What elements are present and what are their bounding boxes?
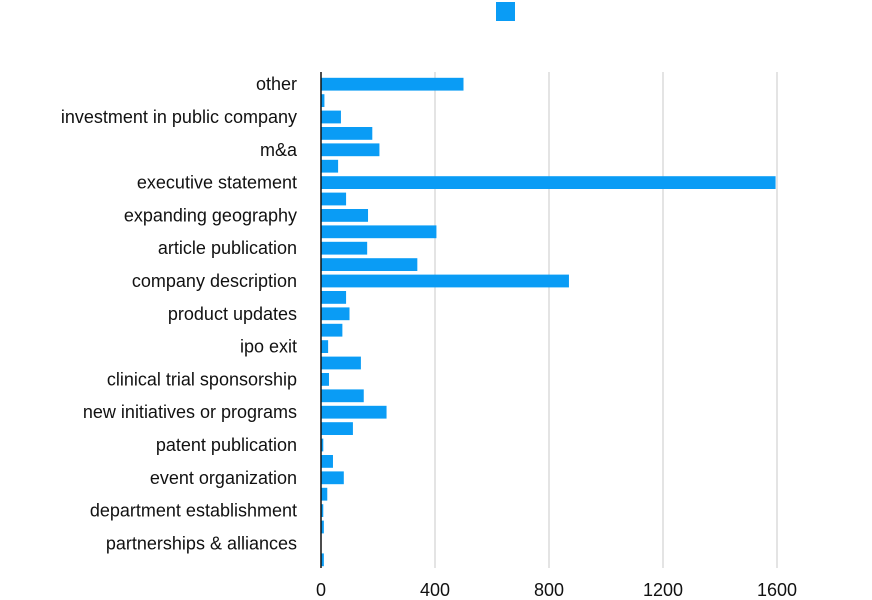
bar xyxy=(321,438,324,452)
category-label: executive statement xyxy=(137,173,297,193)
category-label: ipo exit xyxy=(240,337,297,357)
bar xyxy=(321,209,369,222)
bar xyxy=(321,373,329,386)
category-label: expanding geography xyxy=(124,205,297,225)
bar xyxy=(321,356,361,370)
x-tick-label: 400 xyxy=(420,580,450,600)
category-label: patent publication xyxy=(156,435,297,455)
bar xyxy=(321,291,347,304)
bar xyxy=(321,176,776,189)
bar xyxy=(321,127,373,140)
bar xyxy=(321,110,341,124)
category-label: clinical trial sponsorship xyxy=(107,369,297,389)
bar xyxy=(321,471,344,485)
bar xyxy=(321,258,418,271)
bar xyxy=(321,159,339,173)
category-label: event organization xyxy=(150,468,297,488)
bar xyxy=(321,405,387,419)
category-label: other xyxy=(256,74,297,94)
legend-swatch xyxy=(496,2,515,21)
bar xyxy=(321,504,324,517)
category-label: article publication xyxy=(158,238,297,258)
category-label: partnerships & alliances xyxy=(106,533,297,553)
category-label: m&a xyxy=(260,140,298,160)
category-label: company description xyxy=(132,271,297,291)
x-tick-labels: 0 400 800 1200 1600 xyxy=(316,580,797,600)
bar xyxy=(321,520,324,534)
gridlines xyxy=(434,72,778,568)
x-tick-label: 0 xyxy=(316,580,326,600)
bar xyxy=(321,389,364,403)
bar xyxy=(321,422,353,435)
x-tick-label: 1200 xyxy=(643,580,683,600)
bar xyxy=(321,274,569,288)
category-label: product updates xyxy=(168,304,297,324)
bars xyxy=(321,77,776,567)
bar xyxy=(321,77,464,91)
bar xyxy=(321,487,328,501)
category-label: new initiatives or programs xyxy=(83,402,297,422)
bar xyxy=(321,143,380,157)
bar xyxy=(321,94,325,107)
category-labels: other investment in public company m&a exec… xyxy=(61,74,298,553)
bar xyxy=(321,225,437,239)
bar xyxy=(321,455,333,468)
legend xyxy=(496,2,515,21)
x-tick-label: 1600 xyxy=(757,580,797,600)
category-label: investment in public company xyxy=(61,107,297,127)
bar xyxy=(321,307,350,321)
x-tick-label: 800 xyxy=(534,580,564,600)
bar xyxy=(321,553,324,567)
bar xyxy=(321,192,347,206)
bar xyxy=(321,340,329,353)
category-label: department establishment xyxy=(90,501,297,521)
bar xyxy=(321,241,368,255)
bar xyxy=(321,323,343,337)
